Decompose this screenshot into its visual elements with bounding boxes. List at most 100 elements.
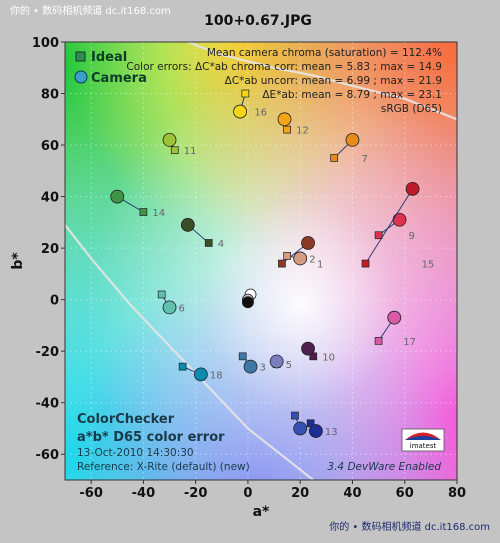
stat-mean-chroma: Mean camera chroma (saturation) = 112.4% — [207, 47, 442, 59]
info-heading-1: ColorChecker — [77, 412, 175, 427]
legend-camera-marker — [74, 70, 88, 84]
camera-marker-17 — [387, 310, 402, 325]
footer-devware: 3.4 DevWare Enabled — [327, 461, 441, 473]
patch-label-7: 7 — [361, 154, 367, 165]
camera-marker-16 — [233, 104, 247, 119]
camera-marker-5 — [269, 354, 284, 369]
patch-label-16: 16 — [254, 108, 267, 119]
ideal-marker-2 — [283, 251, 291, 260]
neutral-marker-4 — [242, 296, 254, 309]
camera-marker-8 — [293, 421, 308, 436]
y-tick-label: -40 — [36, 397, 60, 412]
legend-ideal-label: Ideal — [91, 50, 127, 65]
patch-label-2: 2 — [309, 254, 315, 265]
info-heading-2: a*b* D65 color error — [77, 430, 225, 445]
y-axis-label: b* — [10, 252, 26, 270]
camera-marker-1 — [301, 236, 315, 250]
ideal-marker-12 — [283, 125, 291, 134]
camera-marker-15 — [405, 181, 420, 196]
patch-label-14: 14 — [152, 208, 165, 219]
info-reference: Reference: X-Rite (default) (new) — [77, 461, 250, 473]
patch-label-15: 15 — [422, 260, 435, 271]
legend: Ideal Camera — [74, 50, 147, 86]
patch-label-5: 5 — [286, 360, 292, 371]
camera-marker-2 — [293, 251, 308, 266]
ideal-marker-6 — [157, 290, 166, 299]
camera-marker-7 — [345, 133, 360, 147]
info-block: ColorChecker a*b* D65 color error 13-Oct… — [77, 412, 250, 473]
stat-delta-e: ΔE*ab: mean = 8.79 ; max = 23.1 — [262, 89, 442, 101]
camera-marker-6 — [162, 300, 177, 315]
data-marks: 123456789101112131415161718 — [110, 89, 435, 438]
stat-chroma-uncorr: ΔC*ab uncorr: mean = 6.99 ; max = 21.9 — [225, 75, 442, 87]
camera-marker-13 — [308, 424, 323, 438]
y-tick-label: -60 — [36, 448, 60, 463]
axis-ticks: -60 -40 -20 0 20 40 60 80 -60 -40 -20 0 20 40 60 80 100 — [32, 36, 466, 501]
ideal-marker-11 — [170, 146, 179, 155]
ideal-marker-18 — [178, 362, 187, 371]
patch-label-11: 11 — [184, 146, 197, 157]
watermark-bottom: 你的 • 数码相机频道 dc.it168.com — [329, 520, 490, 533]
ideal-marker-4 — [204, 239, 213, 247]
ideal-marker-1 — [278, 259, 286, 268]
info-date: 13-Oct-2010 14:30:30 — [77, 447, 194, 459]
x-axis-label: a* — [253, 504, 270, 520]
patch-label-4: 4 — [218, 239, 224, 250]
ideal-marker-9 — [374, 231, 383, 240]
stat-color-space: sRGB (D65) — [381, 103, 442, 115]
x-tick-label: 40 — [343, 486, 361, 501]
patch-label-6: 6 — [179, 303, 185, 314]
camera-marker-9 — [392, 212, 407, 227]
error-line-15 — [365, 188, 413, 264]
y-tick-label: -20 — [36, 345, 60, 360]
y-tick-label: 60 — [41, 139, 59, 154]
ideal-marker-17 — [374, 337, 383, 345]
patch-label-13: 13 — [325, 427, 338, 438]
x-tick-label: -40 — [132, 486, 156, 501]
patch-label-18: 18 — [210, 370, 223, 381]
x-tick-label: 0 — [243, 486, 252, 501]
plot-background — [65, 42, 457, 480]
ideal-marker-7 — [330, 154, 339, 162]
ideal-marker-3 — [238, 352, 247, 361]
x-tick-label: 20 — [291, 486, 309, 501]
x-tick-label: 80 — [448, 486, 466, 501]
legend-ideal-marker — [75, 51, 86, 62]
patch-label-9: 9 — [409, 231, 415, 242]
y-tick-label: 100 — [32, 36, 59, 51]
stats-block: Mean camera chroma (saturation) = 112.4%… — [126, 47, 442, 115]
y-tick-label: 40 — [41, 191, 59, 206]
camera-marker-3 — [243, 359, 258, 374]
camera-marker-12 — [277, 112, 292, 127]
y-tick-label: 20 — [41, 242, 59, 257]
patch-label-10: 10 — [322, 352, 335, 363]
x-tick-label: 60 — [396, 486, 414, 501]
ideal-marker-16 — [241, 89, 250, 98]
x-tick-label: -20 — [184, 486, 208, 501]
legend-camera-label: Camera — [91, 71, 147, 86]
patch-label-3: 3 — [260, 363, 266, 374]
chart-title: 100+0.67.JPG — [204, 13, 312, 29]
patch-label-1: 1 — [317, 260, 323, 271]
y-tick-label: 0 — [50, 294, 59, 309]
gamut-curve — [65, 224, 314, 480]
ideal-marker-15 — [361, 259, 370, 268]
x-tick-label: -60 — [79, 486, 103, 501]
ideal-marker-8 — [291, 411, 299, 420]
stat-chroma-corr: Color errors: ΔC*ab chroma corr: mean = … — [126, 61, 442, 73]
camera-marker-11 — [162, 133, 177, 147]
camera-marker-18 — [193, 367, 208, 382]
watermark-top: 你的 • 数码相机频道 dc.it168.com — [10, 4, 171, 17]
camera-marker-10 — [301, 341, 315, 356]
gamut-boundary — [65, 42, 457, 480]
logo-text: imatest — [410, 442, 437, 450]
camera-marker-14 — [110, 189, 125, 204]
ideal-marker-14 — [139, 208, 148, 216]
plot-frame — [64, 41, 458, 481]
gamut-curve-top — [187, 42, 457, 121]
patch-label-12: 12 — [296, 126, 309, 137]
patch-label-17: 17 — [403, 337, 416, 348]
y-tick-label: 80 — [41, 88, 59, 103]
